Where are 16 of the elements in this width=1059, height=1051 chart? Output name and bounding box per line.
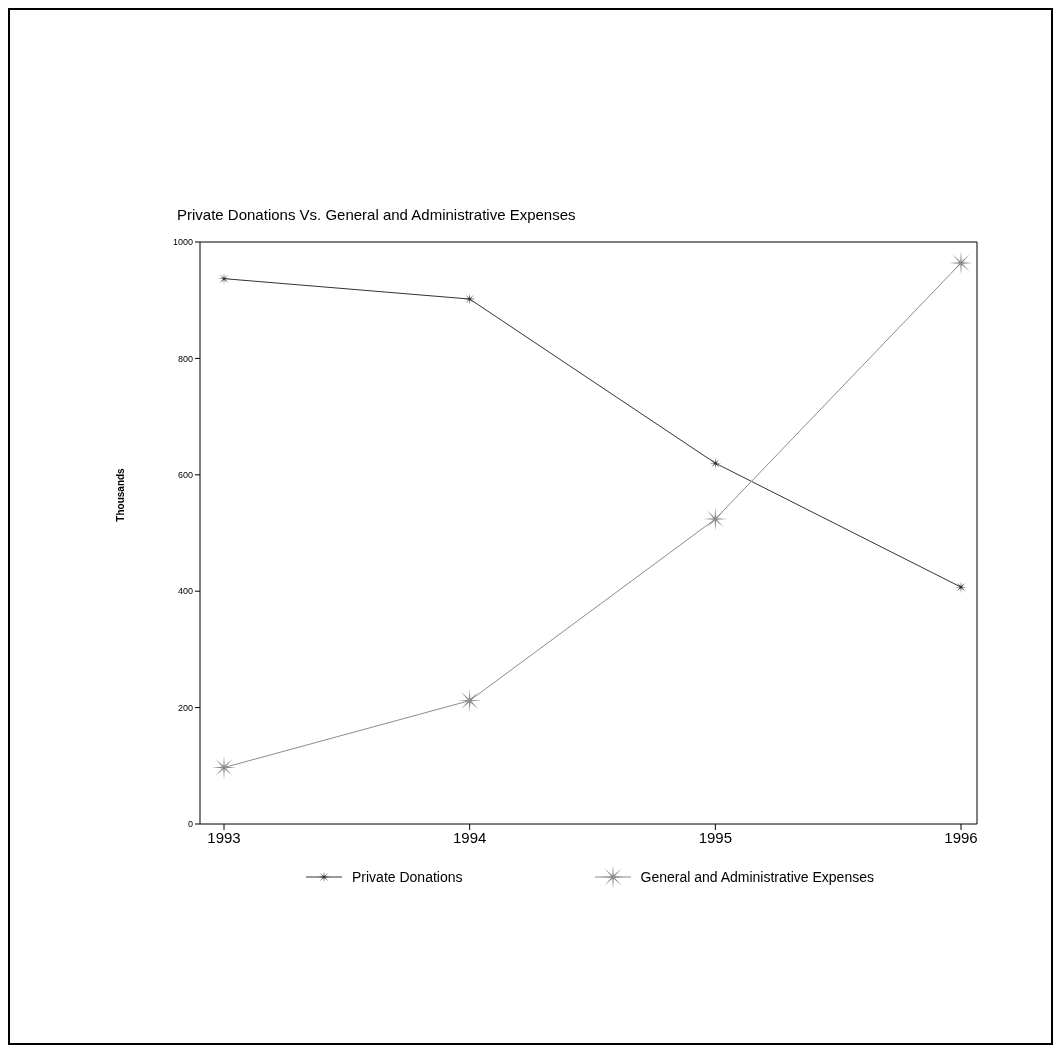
legend-label: Private Donations (352, 869, 463, 885)
point (457, 688, 482, 713)
y-tick-label: 400 (177, 586, 193, 597)
y-axis-title: Thousands (114, 468, 126, 522)
y-tick-label: 200 (177, 702, 193, 713)
y-tick-label: 1000 (172, 237, 193, 248)
y-tick-label: 0 (187, 819, 193, 830)
y-tick-label: 800 (177, 353, 193, 364)
chart-title: Private Donations Vs. General and Administrative Expenses (177, 206, 576, 223)
x-tick-label: 1995 (698, 828, 733, 846)
x-tick-label: 1993 (207, 828, 241, 846)
point (709, 457, 722, 470)
y-tick-label: 600 (177, 469, 193, 480)
x-tick-label: 1996 (944, 828, 978, 846)
legend-label: General and Administrative Expenses (640, 869, 874, 885)
x-tick-label: 1994 (452, 828, 487, 846)
